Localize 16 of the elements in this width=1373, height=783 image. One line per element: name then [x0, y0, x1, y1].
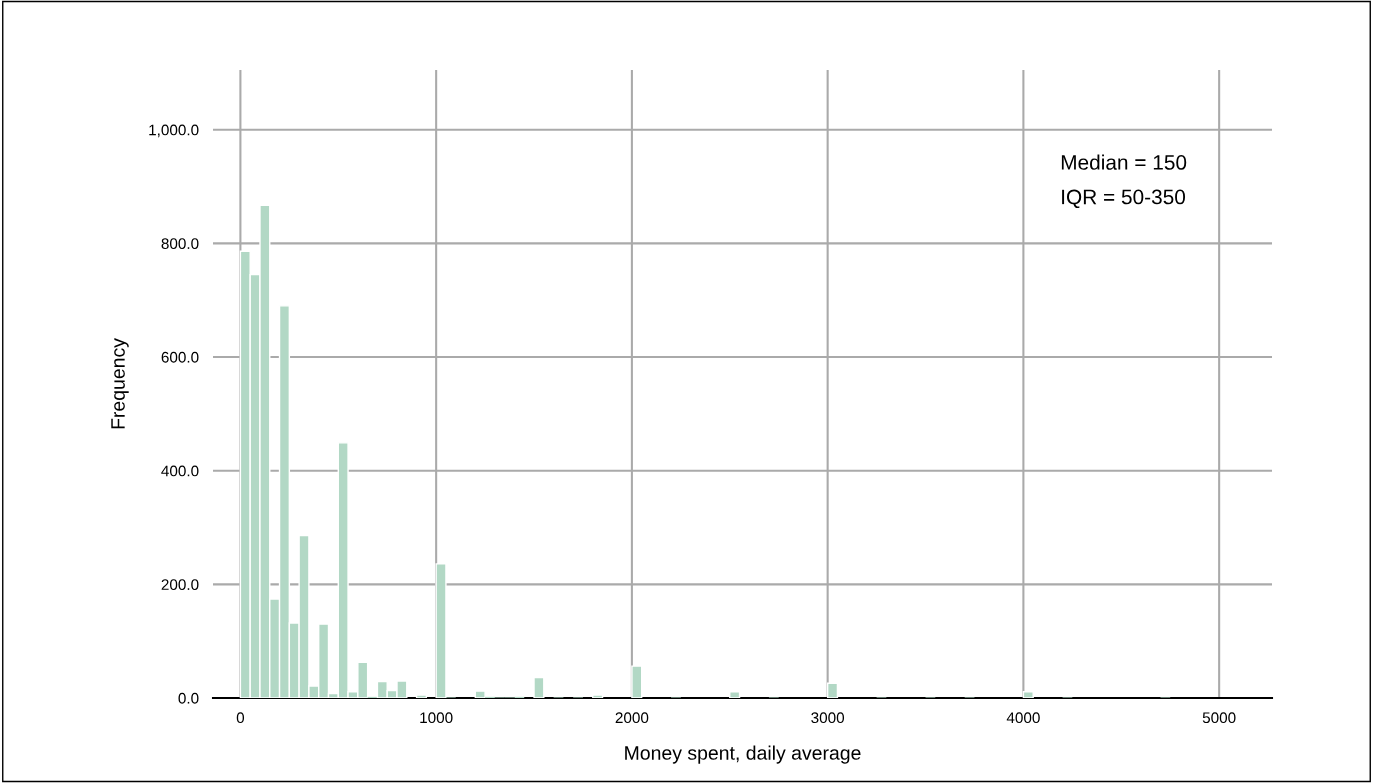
y-tick-label: 400.0 [161, 465, 199, 477]
x-tick-label: 2000 [615, 712, 649, 724]
x-tick-label: 3000 [811, 712, 845, 724]
y-axis-title: Frequency [111, 338, 129, 429]
y-tick-label: 0.0 [178, 692, 199, 704]
y-tick-label: 800.0 [161, 238, 199, 250]
y-tick-label: 200.0 [161, 579, 199, 591]
annotation: IQR = 50-350 [1062, 189, 1186, 209]
x-tick-label: 0 [236, 712, 245, 724]
x-tick-label: 1000 [420, 712, 453, 724]
x-axis-title: Money spent, daily average [625, 745, 861, 764]
annotation: Median = 150 [1061, 154, 1187, 170]
y-tick-label: 1,000.0 [149, 124, 199, 138]
y-tick-label: 600.0 [161, 351, 199, 363]
x-tick-label: 5000 [1202, 712, 1236, 724]
x-tick-label: 4000 [1006, 712, 1040, 724]
